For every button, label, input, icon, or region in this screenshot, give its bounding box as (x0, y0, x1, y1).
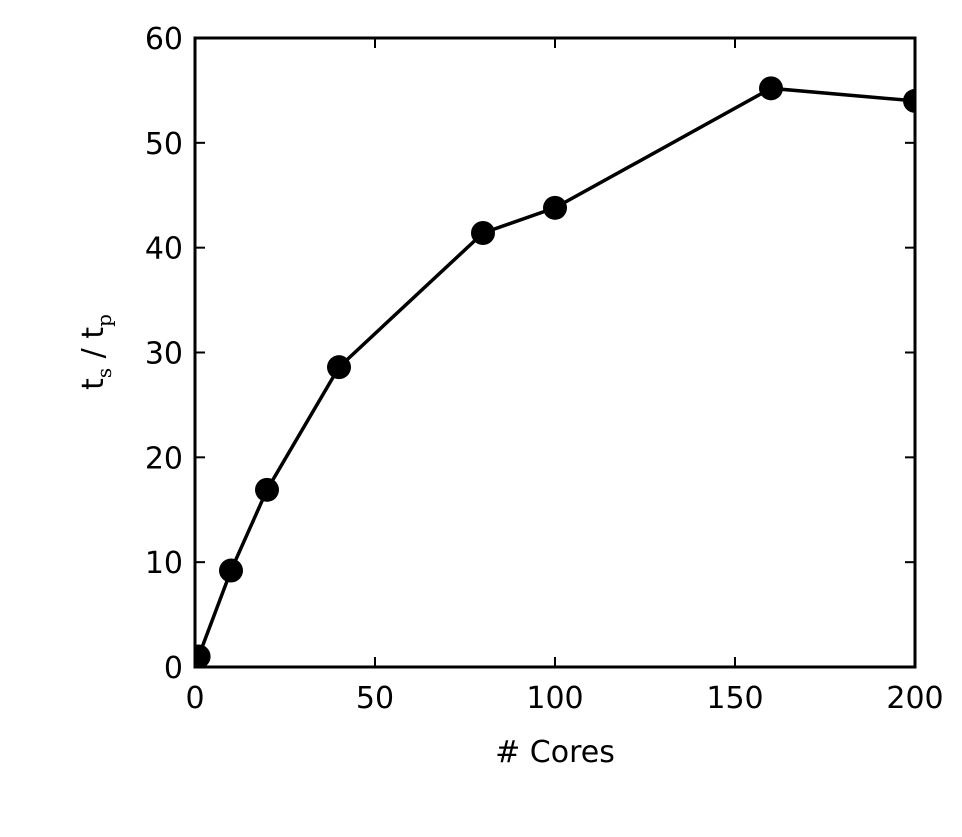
y-label-part: t (76, 378, 111, 390)
marker (195, 644, 211, 667)
y-label-part: / t (76, 327, 111, 368)
y-tick-label: 60 (145, 22, 183, 57)
plot-area (195, 76, 915, 667)
marker (219, 558, 243, 583)
x-tick-label: 150 (706, 681, 763, 716)
x-tick-label: 0 (185, 681, 204, 716)
marker (903, 88, 915, 113)
y-tick-label: 0 (164, 651, 183, 686)
y-label-subscript: p (92, 314, 116, 327)
x-axis-label: # Cores (495, 735, 615, 770)
marker (543, 195, 567, 220)
y-axis-label: ts / tp (76, 314, 116, 390)
y-tick-label: 30 (145, 337, 183, 372)
x-tick-label: 200 (886, 681, 943, 716)
y-label-subscript: s (92, 368, 116, 378)
x-tick-label: 50 (356, 681, 394, 716)
marker (327, 355, 351, 380)
y-tick-label: 40 (145, 232, 183, 267)
line (196, 86, 915, 658)
marker (471, 220, 495, 245)
y-tick-label: 20 (145, 441, 183, 476)
marker (759, 76, 783, 101)
marker (255, 477, 279, 502)
y-tick-label: 50 (145, 127, 183, 162)
y-tick-label: 10 (145, 546, 183, 581)
axes-frame (193, 36, 917, 669)
x-tick-label: 100 (526, 681, 583, 716)
